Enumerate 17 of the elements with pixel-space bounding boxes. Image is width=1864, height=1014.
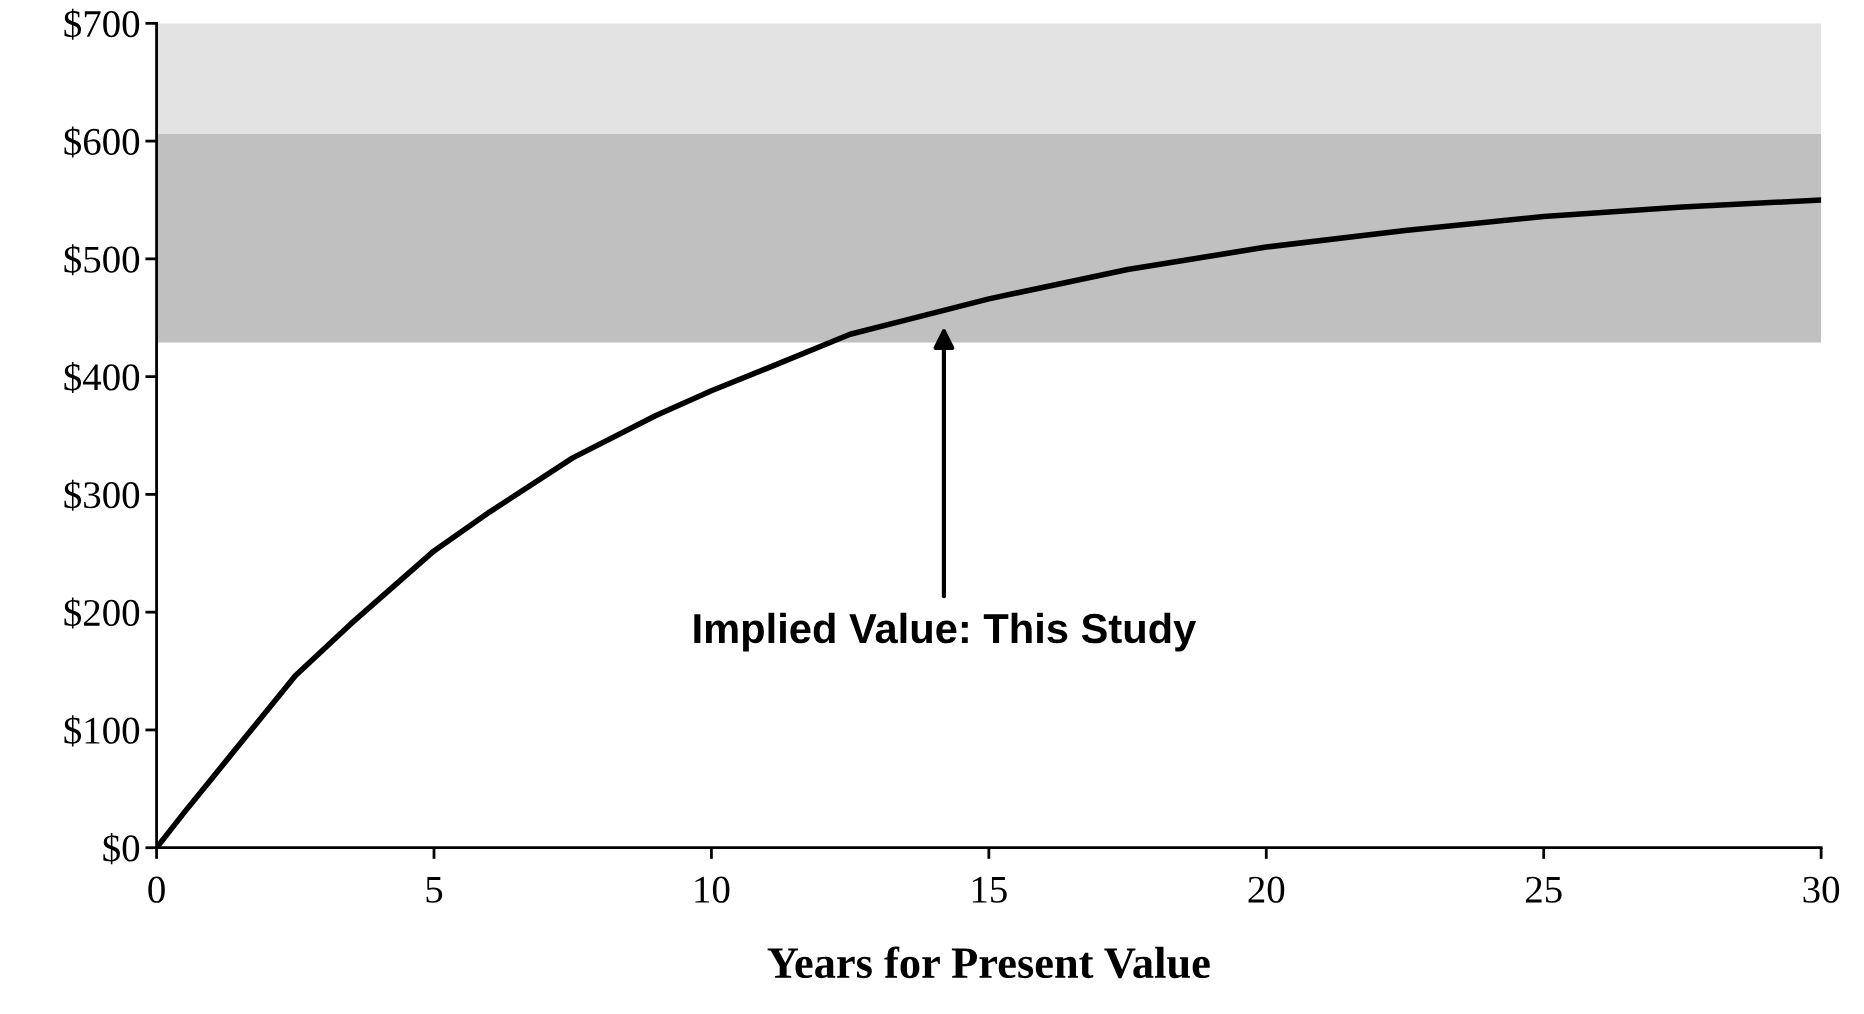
- y-tick-label: $500: [64, 244, 140, 276]
- x-tick-label: 20: [1248, 876, 1285, 903]
- y-tick-label: $200: [64, 597, 140, 629]
- y-tick-label: $700: [64, 8, 140, 40]
- x-tick-label: 30: [1803, 876, 1840, 903]
- y-tick-label: $300: [64, 479, 140, 511]
- x-tick-label: 25: [1525, 876, 1562, 903]
- x-tick-label: 10: [695, 876, 730, 903]
- y-tick-label: $400: [64, 361, 140, 394]
- x-tick-label: 0: [148, 876, 165, 903]
- y-tick-label: $100: [64, 715, 140, 747]
- x-tick-label: 15: [972, 876, 1007, 903]
- x-axis-title: Years for Present Value: [767, 946, 1210, 979]
- y-tick-label: $0: [103, 833, 140, 865]
- annotation: Implied Value: This Study: [694, 612, 1197, 652]
- y-tick-label: $600: [64, 126, 140, 158]
- x-tick-label: 5: [426, 877, 443, 903]
